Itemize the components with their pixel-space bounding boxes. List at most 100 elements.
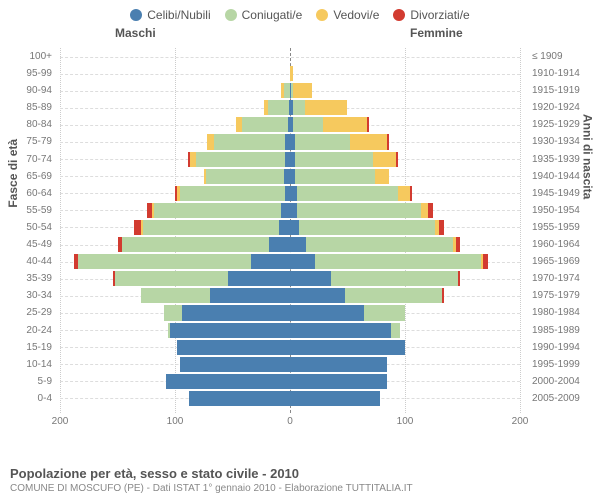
age-label: 75-79	[0, 133, 56, 150]
bar-segment	[180, 186, 286, 201]
pyramid-row	[60, 168, 520, 185]
bar-segment	[290, 186, 297, 201]
bar-segment	[154, 203, 281, 218]
age-label: 70-74	[0, 151, 56, 168]
bar-segment	[315, 254, 481, 269]
bar-segment	[141, 288, 210, 303]
legend-item: Celibi/Nubili	[130, 8, 210, 22]
bar-segment	[305, 100, 348, 115]
chart-subtitle: COMUNE DI MOSCUFO (PE) - Dati ISTAT 1° g…	[10, 483, 413, 494]
birth-label: 1945-1949	[528, 185, 600, 202]
bar-segment	[421, 203, 428, 218]
bar-segment	[290, 391, 380, 406]
age-label: 25-29	[0, 304, 56, 321]
legend-label: Divorziati/e	[410, 8, 469, 22]
bar-segment	[164, 305, 182, 320]
bars-female	[290, 134, 389, 149]
birth-label: 1975-1979	[528, 287, 600, 304]
birth-label: 1915-1919	[528, 82, 600, 99]
bars-male	[177, 340, 290, 355]
bar-segment	[293, 100, 305, 115]
bars-female	[290, 357, 387, 372]
bars-male	[113, 271, 290, 286]
age-label: 80-84	[0, 116, 56, 133]
pyramid-row	[60, 236, 520, 253]
bars-male	[281, 83, 290, 98]
bar-segment	[483, 254, 488, 269]
bars-female	[290, 220, 444, 235]
bars-male	[180, 357, 290, 372]
pyramid-row	[60, 390, 520, 407]
pyramid-row	[60, 133, 520, 150]
pyramid-row	[60, 151, 520, 168]
bars-male	[207, 134, 290, 149]
bars-female	[290, 340, 405, 355]
bars-female	[290, 237, 460, 252]
bar-segment	[206, 169, 284, 184]
header-female: Femmine	[410, 26, 463, 40]
bar-segment	[290, 220, 299, 235]
bar-segment	[180, 357, 290, 372]
pyramid-row	[60, 82, 520, 99]
bar-segment	[290, 203, 297, 218]
birth-label: ≤ 1909	[528, 48, 600, 65]
bars-female	[290, 323, 400, 338]
birth-label: 1995-1999	[528, 356, 600, 373]
bar-segment	[189, 391, 290, 406]
bar-segment	[331, 271, 458, 286]
bars-male	[175, 186, 290, 201]
bar-segment	[458, 271, 460, 286]
pyramid-row	[60, 202, 520, 219]
birth-label: 1990-1994	[528, 339, 600, 356]
bar-segment	[290, 254, 315, 269]
pyramid-row	[60, 356, 520, 373]
bar-segment	[350, 134, 387, 149]
x-axis-labels: 2001000100200	[60, 416, 520, 430]
birth-labels: ≤ 19091910-19141915-19191920-19241925-19…	[528, 48, 600, 413]
bar-segment	[290, 288, 345, 303]
age-label: 65-69	[0, 168, 56, 185]
bar-segment	[364, 305, 405, 320]
age-label: 60-64	[0, 185, 56, 202]
pyramid-row	[60, 322, 520, 339]
x-tick-label: 200	[52, 416, 69, 427]
bars-male	[264, 100, 290, 115]
bar-segment	[166, 374, 290, 389]
birth-label: 1950-1954	[528, 202, 600, 219]
bar-segment	[398, 186, 410, 201]
bars-male	[164, 305, 290, 320]
age-label: 30-34	[0, 287, 56, 304]
bar-segment	[290, 323, 391, 338]
bar-segment	[290, 271, 331, 286]
pyramid-row	[60, 65, 520, 82]
bars-male	[236, 117, 290, 132]
birth-label: 2005-2009	[528, 390, 600, 407]
age-label: 90-94	[0, 82, 56, 99]
bar-segment	[210, 288, 291, 303]
birth-label: 1925-1929	[528, 116, 600, 133]
age-label: 35-39	[0, 270, 56, 287]
bar-segment	[115, 271, 228, 286]
birth-label: 1910-1914	[528, 65, 600, 82]
chart-area: Fasce di età Anni di nascita 100+95-9990…	[0, 42, 600, 442]
legend: Celibi/NubiliConiugati/eVedovi/eDivorzia…	[0, 0, 600, 26]
bar-segment	[78, 254, 251, 269]
gridline-h	[60, 57, 520, 58]
bar-segment	[290, 66, 293, 81]
legend-label: Celibi/Nubili	[147, 8, 210, 22]
bar-segment	[196, 152, 286, 167]
bars-male	[189, 391, 290, 406]
bars-male	[188, 152, 290, 167]
bar-segment	[345, 288, 442, 303]
bar-segment	[295, 152, 373, 167]
bar-segment	[290, 357, 387, 372]
footer: Popolazione per età, sesso e stato civil…	[10, 466, 413, 494]
pyramid-row	[60, 253, 520, 270]
birth-label: 1985-1989	[528, 322, 600, 339]
pyramid-row	[60, 99, 520, 116]
bar-segment	[182, 305, 290, 320]
gridline-v	[520, 48, 521, 413]
age-label: 100+	[0, 48, 56, 65]
bar-segment	[228, 271, 290, 286]
pyramid-row	[60, 373, 520, 390]
